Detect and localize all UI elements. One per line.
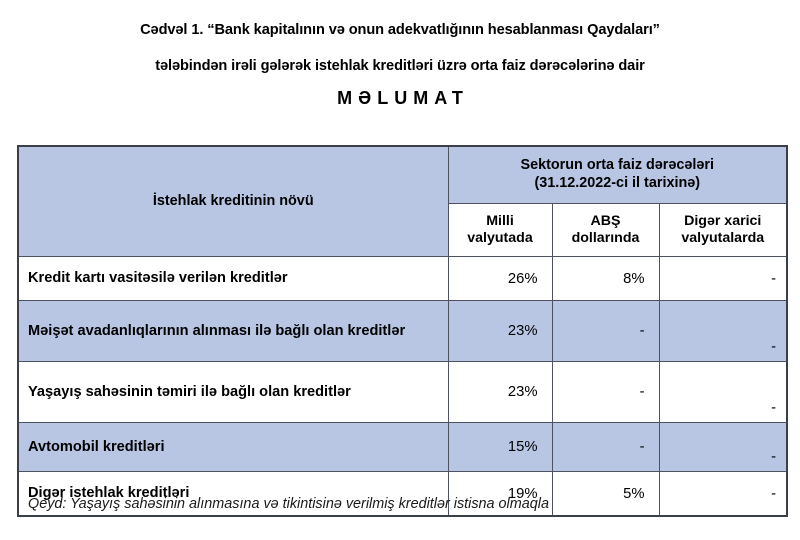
cell-rate-usd: - — [551, 361, 660, 423]
table-row: Avtomobil kreditləri 15% - - — [17, 422, 788, 472]
cell-rate-other: - — [658, 300, 788, 362]
cell-rate-national: 26% — [447, 256, 553, 301]
table-header-row-sub: Milli valyutada ABŞ dollarında Digər xar… — [18, 203, 788, 257]
interest-rates-table: İstehlak kreditinin növü Sektorun orta f… — [17, 145, 788, 517]
sub-header-other-line-1: Digər xarici — [684, 212, 762, 229]
cell-credit-type: Digər istehlak kreditləri — [17, 471, 449, 517]
column-header-national-currency: Milli valyutada — [447, 203, 553, 257]
cell-rate-other: - — [658, 422, 788, 472]
cell-rate-other: - — [658, 471, 788, 517]
cell-credit-type: Məişət avadanlıqlarının alınması ilə bağ… — [17, 300, 449, 362]
cell-rate-usd: - — [551, 300, 660, 362]
cell-rate-usd: 5% — [551, 471, 660, 517]
document-title: Cədvəl 1. “Bank kapitalının və onun adek… — [30, 12, 770, 84]
title-line-1: Cədvəl 1. “Bank kapitalının və onun adek… — [140, 22, 660, 38]
cell-rate-other: - — [658, 361, 788, 423]
cell-rate-usd: - — [551, 422, 660, 472]
cell-credit-type: Yaşayış sahəsinin təmiri ilə bağlı olan … — [17, 361, 449, 423]
sub-header-usd-line-1: ABŞ — [590, 212, 621, 229]
group-header-line-2: (31.12.2022-ci il tarixinə) — [534, 175, 701, 191]
column-header-usd: ABŞ dollarında — [551, 203, 660, 257]
sub-header-other-line-2: valyutalarda — [681, 230, 765, 246]
cell-rate-national: 19% — [447, 471, 553, 517]
sub-header-usd-line-2: dollarında — [571, 230, 640, 246]
page-title: MƏLUMAT — [337, 88, 469, 108]
sub-header-milli-line-1: Milli — [486, 212, 514, 229]
table-body: Kredit kartı vasitəsilə verilən kreditlə… — [17, 256, 788, 517]
cell-rate-national: 15% — [447, 422, 553, 472]
cell-credit-type: Kredit kartı vasitəsilə verilən kreditlə… — [17, 256, 449, 301]
column-group-header-sector-rates: Sektorun orta faiz dərəcələri (31.12.202… — [447, 145, 788, 204]
table-header-row-top: İstehlak kreditinin növü Sektorun orta f… — [17, 145, 788, 257]
cell-rate-national: 23% — [447, 300, 553, 362]
cell-rate-usd: 8% — [551, 256, 660, 301]
table-row: Məişət avadanlıqlarının alınması ilə bağ… — [17, 300, 788, 362]
cell-rate-other: - — [658, 256, 788, 301]
sub-header-milli-line-2: valyutada — [467, 230, 533, 246]
table-row: Digər istehlak kreditləri 19% 5% - — [17, 471, 788, 517]
interest-rates-table-container: İstehlak kreditinin növü Sektorun orta f… — [17, 145, 788, 517]
table-header: İstehlak kreditinin növü Sektorun orta f… — [17, 145, 788, 257]
cell-rate-national: 23% — [447, 361, 553, 423]
title-line-2: tələbindən irəli gələrək istehlak kredit… — [155, 58, 645, 74]
table-row: Kredit kartı vasitəsilə verilən kreditlə… — [17, 256, 788, 301]
group-header-line-1: Sektorun orta faiz dərəcələri — [520, 157, 715, 174]
table-row: Yaşayış sahəsinin təmiri ilə bağlı olan … — [17, 361, 788, 423]
cell-credit-type: Avtomobil kreditləri — [17, 422, 449, 472]
column-header-credit-type: İstehlak kreditinin növü — [17, 145, 449, 257]
table-footnote: Qeyd: Yaşayış sahəsinin alınmasına və ti… — [28, 496, 549, 512]
column-header-other-currency: Digər xarici valyutalarda — [658, 203, 788, 257]
